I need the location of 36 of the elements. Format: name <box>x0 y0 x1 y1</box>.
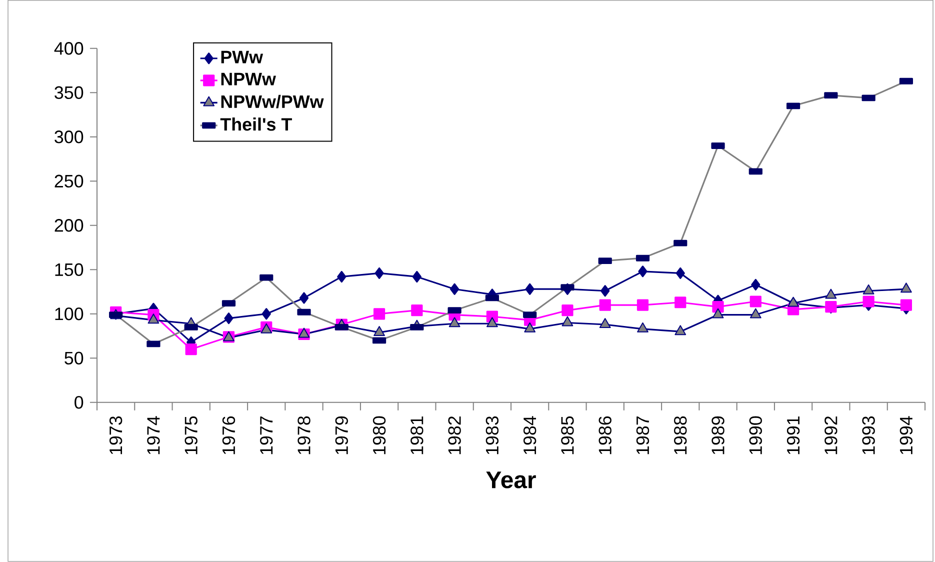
x-tick-label: 1977 <box>260 416 273 454</box>
x-tick-label: 1974 <box>147 416 160 454</box>
x-tick-label: 1976 <box>222 416 236 454</box>
x-tick-label: 1990 <box>749 416 762 454</box>
x-tick-label: 1980 <box>372 416 386 454</box>
x-tick-label: 1986 <box>598 416 612 454</box>
x-axis-title: Year <box>486 471 536 488</box>
x-tick-label: 1983 <box>486 416 499 454</box>
y-tick-label: 300 <box>54 130 84 144</box>
legend-label: Theil's T <box>220 117 292 131</box>
x-tick-label: 1981 <box>410 416 424 454</box>
y-tick-label: 250 <box>54 174 84 188</box>
x-tick-label: 1982 <box>448 416 461 454</box>
x-tick-label: 1993 <box>862 416 875 454</box>
x-tick-label: 1985 <box>561 416 574 454</box>
x-tick-label: 1988 <box>674 416 687 454</box>
y-tick-label: 200 <box>54 218 84 232</box>
x-tick-label: 1992 <box>824 416 838 454</box>
y-tick-label: 400 <box>54 42 84 55</box>
legend-label: NPWw <box>221 72 276 86</box>
x-tick-label: 1989 <box>712 416 724 454</box>
x-tick-label: 1975 <box>184 416 198 454</box>
y-tick-label: 100 <box>55 307 84 320</box>
x-tick-label: 1984 <box>523 416 536 454</box>
y-tick-label: 150 <box>55 263 84 276</box>
x-tick-label: 1994 <box>900 416 913 454</box>
x-tick-label: 1987 <box>636 416 650 454</box>
legend-label: PWw <box>221 50 264 64</box>
x-tick-label: 1978 <box>298 416 310 454</box>
y-tick-label: 0 <box>74 396 84 409</box>
legend-label: NPWw/PWw <box>221 94 324 108</box>
y-tick-label: 350 <box>54 86 84 99</box>
x-tick-label: 1979 <box>335 416 348 454</box>
y-tick-label: 50 <box>64 352 84 364</box>
x-tick-label: 1991 <box>786 416 800 454</box>
x-tick-label: 1973 <box>109 416 122 454</box>
